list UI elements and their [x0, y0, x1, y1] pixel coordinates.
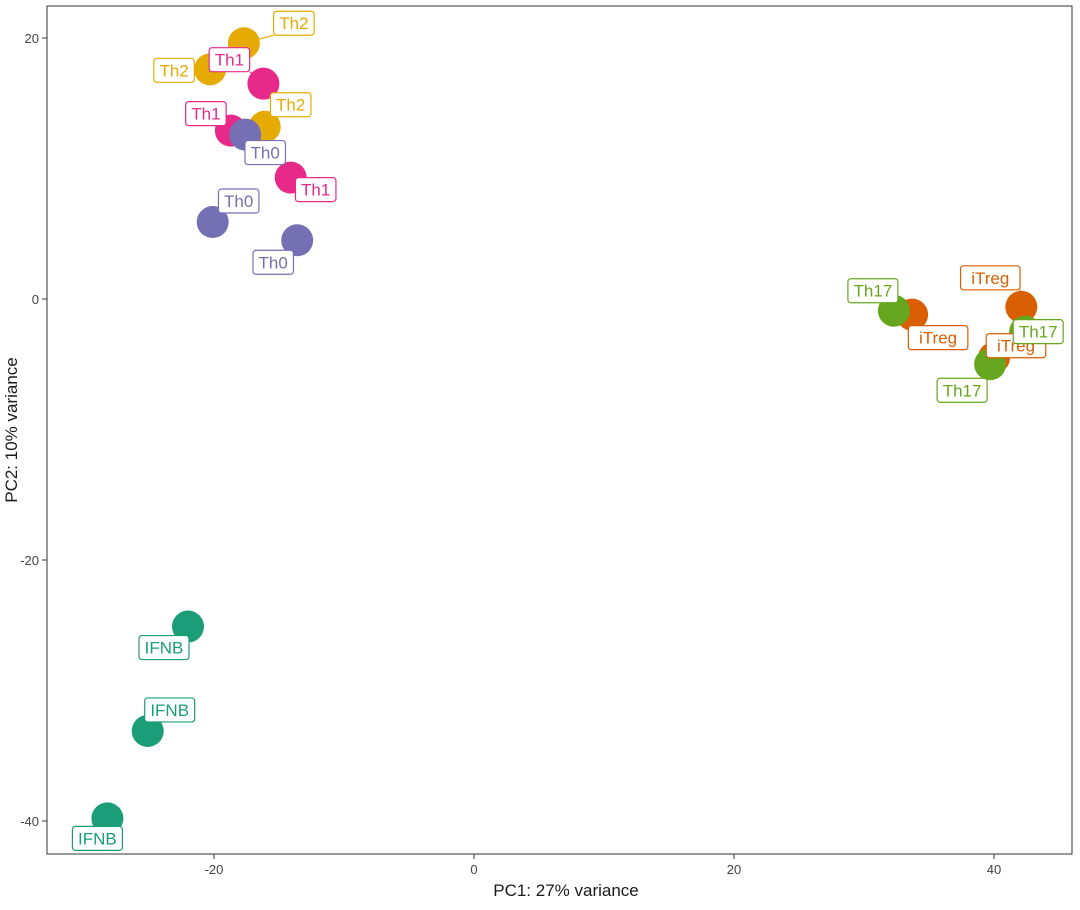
- plot-panel-border: [46, 5, 1073, 855]
- y-axis-title: PC2: 10% variance: [2, 357, 21, 503]
- label-text: Th2: [276, 96, 305, 115]
- point-label-th17: Th17: [1012, 319, 1064, 345]
- label-text: iTreg: [971, 269, 1009, 288]
- label-text: Th2: [279, 14, 308, 33]
- y-tick-label: 20: [25, 31, 39, 46]
- label-box: [217, 188, 260, 214]
- label-box: [959, 265, 1021, 291]
- label-text: Th1: [215, 51, 244, 70]
- label-box: [252, 249, 295, 275]
- point-label-th1: Th1: [294, 177, 337, 203]
- point-label-th17: Th17: [847, 278, 899, 304]
- point-th0: [196, 206, 229, 239]
- label-text: Th0: [224, 192, 253, 211]
- point-label-th2: Th2: [269, 92, 312, 118]
- label-text: Th2: [159, 61, 188, 80]
- label-box: [138, 634, 190, 661]
- y-tick-label: -20: [20, 553, 39, 568]
- point-label-ifnb: IFNB: [144, 697, 196, 723]
- label-text: IFNB: [78, 829, 117, 848]
- label-text: Th1: [301, 181, 330, 200]
- point-label-th1: Th1: [208, 47, 251, 73]
- point-label-th2: Th2: [153, 57, 195, 83]
- label-box: [71, 825, 124, 851]
- label-text: IFNB: [150, 701, 189, 720]
- label-box: [907, 325, 969, 351]
- point-label-itreg: iTreg: [959, 265, 1021, 291]
- x-tick-label: 40: [987, 862, 1001, 877]
- point-label-th2: Th2: [273, 10, 315, 36]
- point-label-th0: Th0: [244, 139, 287, 166]
- x-tick-label: 20: [727, 862, 741, 877]
- label-box: [144, 697, 196, 723]
- label-box: [847, 278, 899, 304]
- label-box: [208, 47, 251, 73]
- label-box: [153, 57, 195, 83]
- label-text: iTreg: [919, 329, 957, 348]
- point-label-ifnb: IFNB: [71, 825, 124, 851]
- y-tick-label: -40: [20, 814, 39, 829]
- label-box: [936, 377, 988, 403]
- point-itreg: [1005, 290, 1038, 323]
- label-text: IFNB: [145, 639, 184, 658]
- label-text: Th1: [191, 105, 220, 124]
- label-text: Th0: [251, 144, 280, 163]
- point-label-th1: Th1: [185, 101, 227, 127]
- label-box: [1012, 319, 1064, 345]
- point-ifnb: [172, 610, 204, 643]
- label-box: [294, 177, 337, 203]
- point-ifnb: [131, 714, 164, 747]
- y-tick-label: 0: [32, 292, 39, 307]
- point-label-th0: Th0: [252, 249, 295, 275]
- point-label-th0: Th0: [217, 188, 260, 214]
- label-box: [273, 10, 315, 36]
- label-text: Th0: [259, 253, 288, 272]
- label-text: Th17: [854, 282, 893, 301]
- point-label-ifnb: IFNB: [138, 634, 190, 661]
- x-tick-label: -20: [205, 862, 224, 877]
- point-label-itreg: iTreg: [907, 325, 969, 351]
- label-box: [244, 139, 287, 166]
- label-box: [269, 92, 312, 118]
- point-th1: [247, 67, 280, 100]
- label-box: [185, 101, 227, 127]
- axis-ticks: -20 0 20 40 20 0 -20 -40: [20, 31, 1001, 877]
- x-axis-title: PC1: 27% variance: [493, 881, 639, 900]
- point-th0: [281, 224, 314, 257]
- label-text: Th17: [943, 381, 982, 400]
- point-label-th17: Th17: [936, 377, 988, 403]
- x-tick-label: 0: [470, 862, 477, 877]
- label-text: Th17: [1019, 323, 1058, 342]
